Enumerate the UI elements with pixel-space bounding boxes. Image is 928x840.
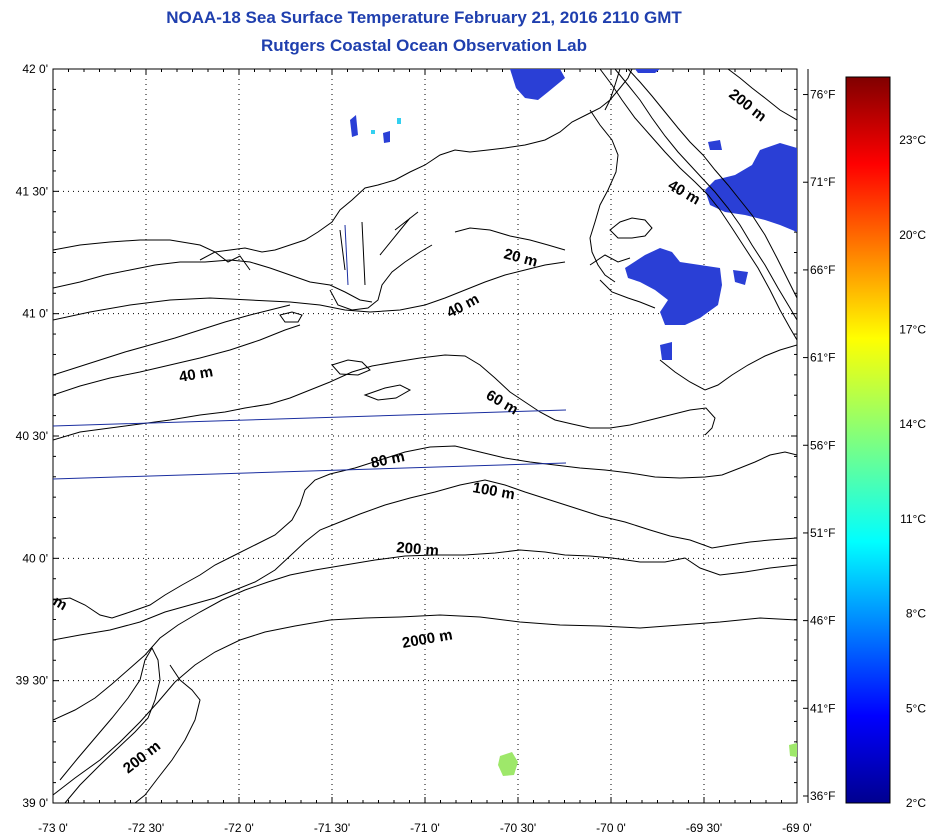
latitude-label: 40 0' <box>22 551 48 565</box>
longitude-label: -70 30' <box>500 821 536 835</box>
colorbar-celsius-labels: 23°C 20°C 17°C 14°C 11°C 8°C 5°C 2°C <box>899 133 926 810</box>
latitude-label: 41 30' <box>16 184 48 198</box>
sst-cold-patches <box>350 69 797 360</box>
contour-label: 40 m <box>178 363 215 386</box>
longitude-label: -72 30' <box>128 821 164 835</box>
coastline-and-bathymetry <box>53 69 797 803</box>
colorbar-label-c: 20°C <box>899 228 926 242</box>
longitude-label: -69 30' <box>686 821 722 835</box>
colorbar-label-f: 76°F <box>810 88 835 102</box>
colorbar-label-c: 14°C <box>899 417 926 431</box>
colorbar-label-c: 23°C <box>899 133 926 147</box>
map-title: NOAA-18 Sea Surface Temperature February… <box>166 8 682 27</box>
colorbar-label-f: 66°F <box>810 263 835 277</box>
longitude-label: -70 0' <box>596 821 626 835</box>
longitude-label: -71 0' <box>410 821 440 835</box>
latitude-label: 39 0' <box>22 796 48 810</box>
colorbar-label-f: 61°F <box>810 351 835 365</box>
colorbar-label-c: 8°C <box>906 607 926 621</box>
right-axis-ticks <box>803 69 809 803</box>
contour-label: 200 m <box>396 539 440 560</box>
colorbar-label-c: 11°C <box>900 512 926 526</box>
colorbar-label-f: 51°F <box>810 526 835 540</box>
longitude-label: -71 30' <box>314 821 350 835</box>
latitude-label: 42 0' <box>22 62 48 76</box>
longitude-label: -69 0' <box>782 821 812 835</box>
latitude-label: 39 30' <box>16 674 48 688</box>
colorbar-label-f: 41°F <box>810 701 835 715</box>
longitude-labels: -73 0' -72 30' -72 0' -71 30' -71 0' -70 30' -… <box>38 821 812 835</box>
sst-warm-patches <box>498 743 797 776</box>
colorbar-fahrenheit-labels: 76°F 71°F 66°F 61°F 56°F 51°F 46°F 41°F 36°F <box>810 88 835 803</box>
sst-colorbar <box>845 76 891 804</box>
colorbar-label-c: 17°C <box>899 323 926 337</box>
sst-cyan-dots <box>371 118 401 134</box>
longitude-label: -72 0' <box>224 821 254 835</box>
longitude-label: -73 0' <box>38 821 68 835</box>
colorbar-label-f: 56°F <box>810 438 835 452</box>
colorbar-label-f: 71°F <box>810 175 835 189</box>
latitude-label: 40 30' <box>16 429 48 443</box>
latitude-label: 41 0' <box>22 307 48 321</box>
colorbar-label-f: 46°F <box>810 614 835 628</box>
colorbar-label-c: 2°C <box>906 796 926 810</box>
map-subtitle: Rutgers Coastal Ocean Observation Lab <box>261 36 587 55</box>
colorbar-label-f: 36°F <box>810 789 835 803</box>
contour-label: 80 m <box>369 448 406 472</box>
satellite-track-lines <box>53 224 567 480</box>
colorbar-label-c: 5°C <box>906 701 926 715</box>
latitude-labels: 42 0' 41 30' 41 0' 40 30' 40 0' 39 30' 39 0' <box>16 62 48 810</box>
